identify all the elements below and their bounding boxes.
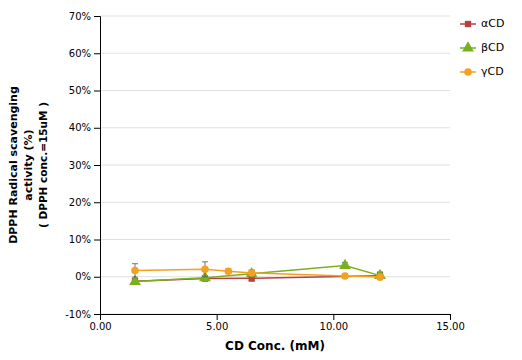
grid-line — [100, 239, 450, 240]
y-tick-label: 60% — [69, 48, 91, 59]
legend-swatch — [465, 21, 471, 27]
y-tick-label: 30% — [69, 160, 91, 171]
point — [339, 259, 351, 269]
grid — [100, 16, 450, 314]
grid-line — [100, 202, 450, 203]
grid-line — [100, 53, 450, 54]
legend-label: γCD — [481, 65, 504, 78]
legend-item: γCD — [460, 65, 504, 78]
point — [225, 267, 233, 275]
x-tick: 5.00 — [206, 314, 228, 332]
y-tick-mark — [94, 165, 100, 166]
series — [129, 259, 386, 285]
x-tick-label: 0.00 — [89, 321, 111, 332]
x-tick: 15.00 — [436, 314, 465, 332]
y-tick: 40% — [69, 122, 100, 133]
legend-swatch — [462, 41, 474, 51]
x-axis-title: CD Conc. (mM) — [225, 339, 325, 353]
y-tick-mark — [94, 202, 100, 203]
grid-line — [100, 90, 450, 91]
y-tick: 50% — [69, 85, 100, 96]
legend: αCD βCD γCD — [460, 17, 504, 78]
series — [131, 262, 384, 281]
x-tick-label: 10.00 — [320, 321, 349, 332]
y-tick-label: 40% — [69, 122, 91, 133]
point — [201, 266, 209, 274]
y-tick-label: 70% — [69, 11, 91, 22]
legend-item: βCD — [460, 41, 504, 54]
x-tick-label: 15.00 — [436, 321, 465, 332]
y-axis-title: activity (%) — [22, 129, 35, 200]
x-tick-mark — [217, 314, 218, 320]
y-tick: 70% — [69, 11, 100, 22]
error-bar — [132, 264, 138, 277]
y-tick: 10% — [69, 234, 100, 245]
chart: 0.00 5.00 10.00 15.00 -10% 0% 10% 20% 30% 40% 50% 6… — [0, 0, 522, 360]
x-tick-mark — [450, 314, 451, 320]
y-tick: -10% — [65, 309, 100, 320]
error-bar — [249, 270, 255, 276]
y-axis-line — [94, 17, 101, 315]
x-axis: 0.00 5.00 10.00 15.00 — [89, 314, 464, 332]
legend-item: αCD — [460, 17, 504, 30]
y-tick: 30% — [69, 160, 100, 171]
grid-line — [100, 16, 450, 17]
legend-label: αCD — [481, 17, 504, 30]
x-tick: 0.00 — [89, 314, 111, 332]
x-tick-label: 5.00 — [206, 321, 228, 332]
y-tick-mark — [94, 91, 100, 92]
y-tick-mark — [94, 240, 100, 241]
point — [248, 269, 256, 277]
y-tick: 0% — [75, 271, 100, 282]
point — [376, 273, 384, 281]
grid-line — [100, 127, 450, 128]
y-tick-mark — [94, 53, 100, 54]
y-axis-title: ( DPPH conc.=15uM ) — [37, 102, 49, 228]
legend-swatch — [464, 68, 472, 76]
y-tick-label: 10% — [69, 234, 91, 245]
error-bar — [202, 262, 208, 277]
x-tick-mark — [333, 314, 334, 320]
y-tick-mark — [94, 314, 100, 315]
y-tick-label: 20% — [69, 197, 91, 208]
x-tick: 10.00 — [320, 314, 349, 332]
point — [341, 272, 349, 280]
y-axis-title: DPPH Radical scavenging — [7, 86, 20, 244]
y-axis: -10% 0% 10% 20% 30% 40% 50% 60% 70% — [65, 11, 100, 320]
y-tick-mark — [94, 277, 100, 278]
y-tick-label: -10% — [65, 309, 91, 320]
y-tick-label: 50% — [69, 85, 91, 96]
marks — [129, 259, 386, 285]
plot: 0.00 5.00 10.00 15.00 -10% 0% 10% 20% 30% 40% 50% 6… — [65, 11, 465, 332]
point — [131, 267, 139, 275]
y-tick-mark — [94, 16, 100, 17]
y-tick: 20% — [69, 197, 100, 208]
y-tick: 60% — [69, 48, 100, 59]
legend-label: βCD — [481, 41, 504, 54]
x-axis-line — [101, 315, 451, 321]
grid-line — [100, 165, 450, 166]
y-tick-mark — [94, 128, 100, 129]
y-tick-label: 0% — [75, 271, 91, 282]
